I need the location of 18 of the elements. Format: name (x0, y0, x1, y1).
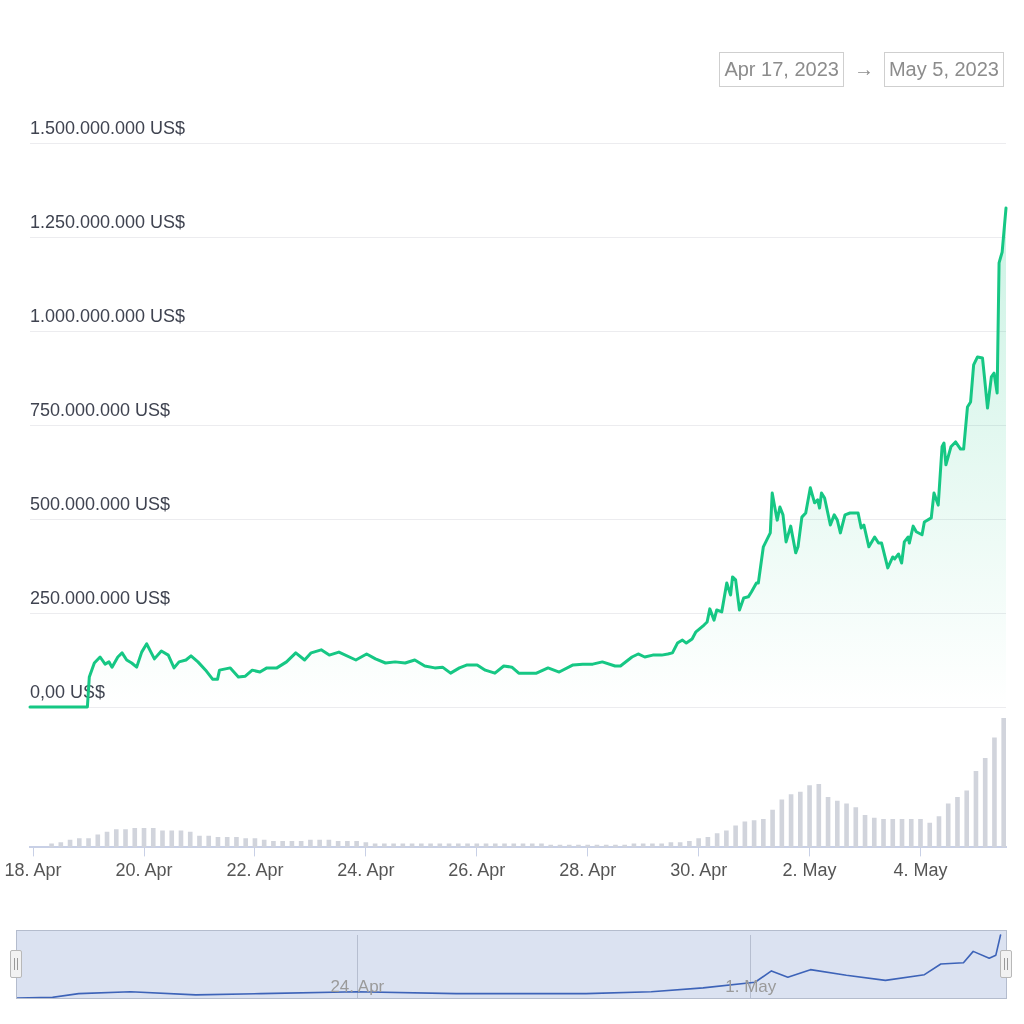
y-tick-label: 1.500.000.000 US$ (30, 117, 186, 138)
x-tick-label: 22. Apr (226, 860, 284, 881)
x-tick-label: 30. Apr (670, 860, 728, 881)
x-tick-label: 4. May (893, 860, 948, 881)
y-tick-label: 750.000.000 US$ (30, 399, 171, 420)
x-tick-label: 2. May (782, 860, 837, 881)
x-tick-label: 20. Apr (115, 860, 173, 881)
y-tick-label: 1.000.000.000 US$ (30, 305, 186, 326)
x-tick-label: 24. Apr (337, 860, 395, 881)
y-tick-label: 500.000.000 US$ (30, 493, 171, 514)
x-tick-label: 28. Apr (559, 860, 617, 881)
x-tick-label: 18. Apr (4, 860, 62, 881)
x-tick-label: 26. Apr (448, 860, 506, 881)
y-tick-label: 250.000.000 US$ (30, 587, 171, 608)
text: May 5, 2023 (883, 52, 1004, 87)
text: Apr 17, 2023 (719, 52, 844, 87)
text: → (853, 58, 874, 81)
y-tick-label: 1.250.000.000 US$ (30, 211, 186, 232)
